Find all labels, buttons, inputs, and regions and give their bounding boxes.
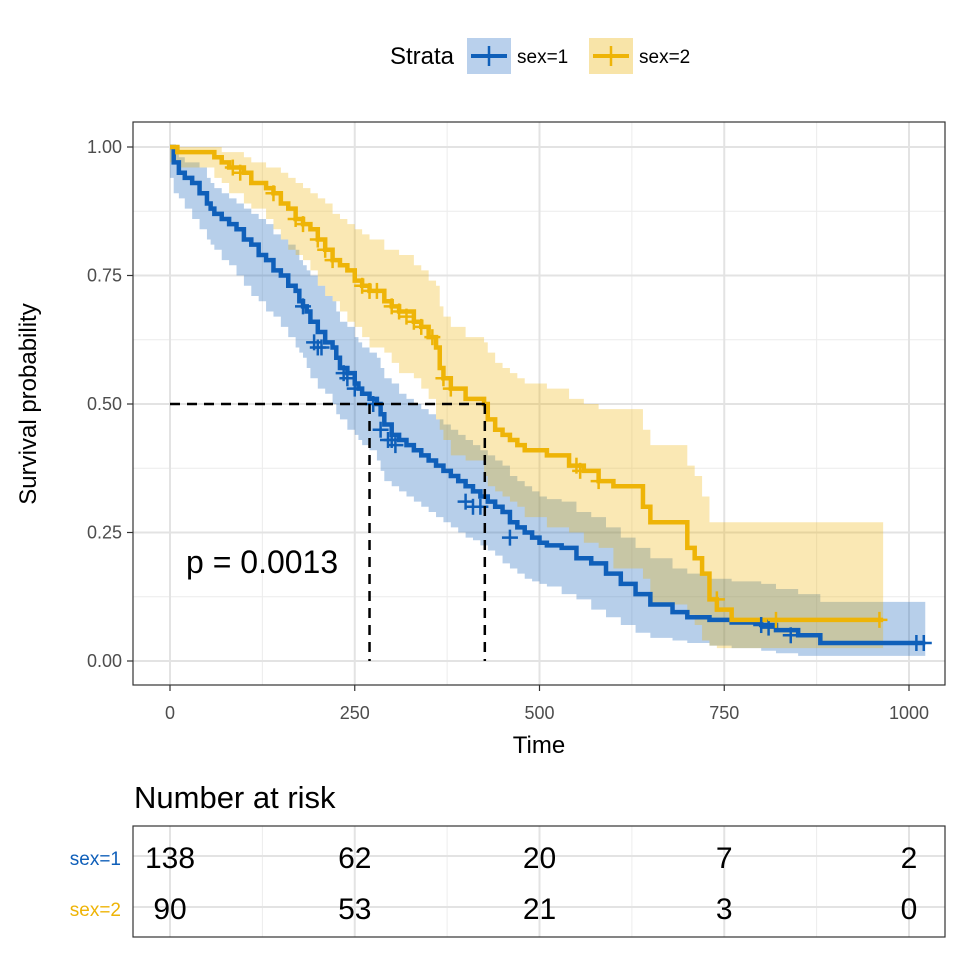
censor-mark-sex1: [760, 619, 777, 636]
censor-mark-sex1: [501, 529, 518, 546]
censor-mark-sex2: [708, 591, 725, 608]
risk-row-label-sex2: sex=2: [70, 900, 121, 921]
x-axis: 0 250 500 750 1000: [165, 685, 929, 723]
survival-curve-sex1: [170, 144, 926, 646]
risk-table-grid: [133, 826, 945, 937]
risk-value-sex2: 3: [716, 893, 733, 926]
censor-mark-sex2: [309, 231, 326, 248]
x-tick-label: 0: [165, 703, 175, 723]
censor-mark-sex1: [339, 370, 356, 387]
censor-mark-sex2: [324, 252, 341, 269]
legend-label-sex1: sex=1: [517, 47, 568, 68]
risk-table-values: 138 62 20 7 2 90 53 21 3 0: [145, 842, 917, 926]
p-value-label: p = 0.0013: [186, 544, 338, 580]
censor-mark-sex1: [915, 635, 932, 652]
y-tick-label: 0.00: [87, 651, 122, 671]
x-tick-label: 250: [340, 703, 370, 723]
risk-value-sex1: 138: [145, 842, 195, 875]
risk-value-sex2: 21: [523, 893, 556, 926]
risk-value-sex2: 0: [901, 893, 918, 926]
censor-mark-sex2: [317, 241, 334, 258]
x-axis-label: Time: [513, 732, 565, 759]
risk-value-sex1: 20: [523, 842, 556, 875]
censor-mark-sex2: [424, 329, 441, 346]
censor-mark-sex1: [372, 421, 389, 438]
median-lines: [170, 402, 487, 661]
censor-mark-sex2: [265, 185, 282, 202]
risk-table: Number at risk 138 62 20 7 2 90 53 21 3 0 sex=1 s…: [70, 780, 946, 938]
legend: Strata sex=1 sex=2: [390, 38, 690, 74]
censor-mark-sex2: [442, 380, 459, 397]
censor-mark-sex2: [572, 462, 589, 479]
plot-panel: p = 0.0013: [132, 121, 946, 686]
x-tick-label: 750: [709, 703, 739, 723]
legend-label-sex2: sex=2: [639, 47, 690, 68]
censor-mark-sex1: [753, 617, 770, 634]
censor-mark-sex1: [313, 339, 330, 356]
censor-mark-sex1: [346, 380, 363, 397]
confidence-band-sex1: [170, 147, 926, 656]
risk-table-title: Number at risk: [134, 780, 336, 815]
y-tick-label: 0.75: [87, 266, 122, 286]
risk-value-sex1: 7: [716, 842, 733, 875]
y-tick-label: 0.25: [87, 523, 122, 543]
major-grid: [133, 122, 945, 685]
censor-mark-sex2: [295, 216, 312, 233]
legend-title: Strata: [390, 43, 455, 70]
risk-value-sex2: 53: [338, 893, 371, 926]
censor-mark-sex2: [413, 318, 430, 335]
y-axis-label: Survival probability: [15, 303, 42, 504]
y-axis: 0.00 0.25 0.50 0.75 1.00: [87, 137, 133, 671]
censor-mark-sex1: [387, 437, 404, 454]
y-tick-label: 0.50: [87, 394, 122, 414]
risk-value-sex1: 62: [338, 842, 371, 875]
censor-mark-sex1: [295, 298, 312, 315]
censor-mark-sex2: [368, 282, 385, 299]
censor-mark-sex2: [232, 164, 249, 181]
censor-mark-sex2: [590, 473, 607, 490]
censor-mark-sex2: [767, 611, 784, 628]
risk-value-sex2: 90: [153, 893, 186, 926]
censor-mark-sex2: [435, 370, 452, 387]
risk-value-sex1: 2: [901, 842, 918, 875]
censor-mark-sex2: [871, 611, 888, 628]
risk-table-border: [132, 825, 946, 938]
risk-row-label-sex1: sex=1: [70, 849, 121, 870]
x-tick-label: 1000: [889, 703, 929, 723]
censor-mark-sex1: [782, 627, 799, 644]
x-tick-label: 500: [524, 703, 554, 723]
y-tick-label: 1.00: [87, 137, 122, 157]
censor-marks: [224, 159, 932, 652]
